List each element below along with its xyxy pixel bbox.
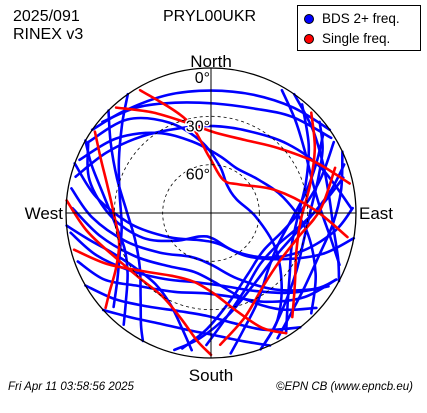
single-freq-track-6: [93, 130, 121, 310]
bds-track-22: [107, 109, 145, 343]
station-name: PRYL00UKR: [163, 8, 257, 25]
west-label: West: [25, 204, 64, 223]
date-code: 2025/091: [13, 8, 80, 25]
legend-dot-single: [304, 33, 314, 44]
legend-label-bds: BDS 2+ freq.: [322, 11, 400, 26]
bds-track-23: [112, 92, 130, 309]
bds-track-10: [84, 284, 302, 332]
bds-track-25: [65, 224, 193, 352]
legend-item-single: Single freq.: [304, 31, 390, 46]
labels-layer: North South West East 0° 30° 60°: [25, 52, 394, 385]
legend-item-bds: BDS 2+ freq.: [304, 11, 400, 26]
elevation-label-30: 30°: [186, 118, 210, 135]
legend-dot-bds: [304, 13, 314, 24]
single-freq-track-1: [114, 106, 351, 185]
bds-track-21: [276, 150, 344, 340]
grid-layer: [66, 68, 356, 358]
footer-timestamp: Fri Apr 11 03:58:56 2025: [8, 381, 134, 393]
bds-track-1: [78, 131, 318, 315]
legend: BDS 2+ freq. Single freq.: [297, 5, 421, 51]
bds-track-11: [101, 308, 272, 347]
bds-track-3: [101, 101, 333, 140]
south-label: South: [189, 366, 233, 385]
bds-track-9: [71, 206, 318, 312]
footer-credit: ©EPN CB (www.epncb.eu): [276, 381, 413, 393]
bds-track-18: [284, 103, 311, 335]
north-label: North: [190, 52, 232, 71]
bds-track-24: [84, 139, 129, 326]
elevation-label-0: 0°: [195, 70, 210, 87]
bds-track-0: [86, 116, 283, 346]
rinex-version: RINEX v3: [13, 26, 84, 43]
horizon-outline: [65, 67, 357, 359]
bds-track-5: [86, 140, 354, 259]
elevation-label-60: 60°: [186, 167, 210, 184]
legend-label-single: Single freq.: [322, 31, 391, 46]
single-freq-track-5: [65, 199, 213, 357]
single-freq-track-3: [291, 111, 317, 319]
east-label: East: [359, 204, 393, 223]
